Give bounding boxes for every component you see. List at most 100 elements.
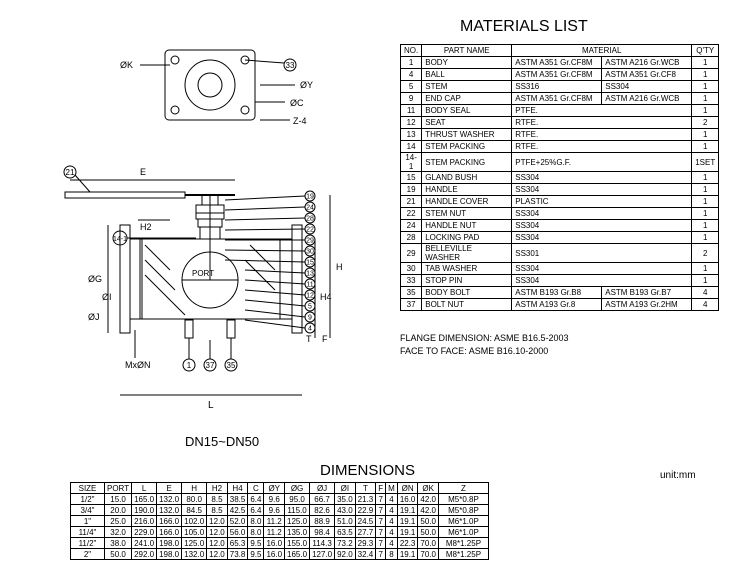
table-row: 11/2"38.0241.0198.0125.012.065.39.516.01… — [71, 538, 489, 549]
balloon-5: 5 — [308, 304, 312, 311]
dim-cell: 292.0 — [132, 549, 157, 560]
dim-cell: 84.5 — [182, 505, 207, 516]
flange-note-1: FLANGE DIMENSION: ASME B16.5-2003 — [400, 332, 569, 345]
cell-part: HANDLE — [422, 184, 512, 196]
dim-col-16: ØK — [418, 483, 439, 494]
dim-cell: 127.0 — [310, 549, 335, 560]
cell-no: 1 — [401, 57, 422, 69]
label-h4: H4 — [320, 292, 332, 302]
cell-part: STOP PIN — [422, 275, 512, 287]
dim-cell: 114.3 — [310, 538, 335, 549]
dim-cell: 16.0 — [397, 494, 418, 505]
dim-cell: 16.0 — [264, 538, 285, 549]
dim-cell: 95.0 — [285, 494, 310, 505]
dim-cell: M5*0.8P — [438, 505, 488, 516]
dim-cell: 115.0 — [285, 505, 310, 516]
dim-cell: 165.0 — [285, 549, 310, 560]
label-mxon: MxØN — [125, 360, 151, 370]
dim-cell: 63.5 — [335, 527, 356, 538]
cell-mat2: ASTM A351 Gr.CF8 — [602, 69, 692, 81]
cell-qty: 1 — [692, 172, 719, 184]
dim-cell: 4 — [386, 527, 398, 538]
cell-qty: 1 — [692, 81, 719, 93]
cell-mat1: SS304 — [512, 232, 692, 244]
dim-cell: 102.0 — [182, 516, 207, 527]
table-row: 37BOLT NUTASTM A193 Gr.8ASTM A193 Gr.2HM… — [401, 299, 719, 311]
dim-cell: 8 — [386, 549, 398, 560]
cell-part: BALL — [422, 69, 512, 81]
dim-cell: 22.9 — [355, 505, 376, 516]
cell-no: 28 — [401, 232, 422, 244]
cell-part: BELLEVILLE WASHER — [422, 244, 512, 263]
balloon-35: 35 — [227, 361, 236, 370]
dim-cell: 7 — [376, 516, 386, 527]
dim-cell: 12.0 — [207, 549, 228, 560]
dim-cell: 132.0 — [157, 505, 182, 516]
table-row: 1/2"15.0165.0132.080.08.538.56.49.695.06… — [71, 494, 489, 505]
dim-col-1: PORT — [105, 483, 132, 494]
cell-no: 15 — [401, 172, 422, 184]
dim-cell: M5*0.8P — [438, 494, 488, 505]
label-og: ØG — [88, 274, 102, 284]
balloon-22: 22 — [306, 227, 314, 234]
cell-qty: 2 — [692, 117, 719, 129]
label-ok: ØK — [120, 60, 133, 70]
label-f: F — [322, 334, 328, 344]
cell-part: HANDLE COVER — [422, 196, 512, 208]
dim-cell: 32.4 — [355, 549, 376, 560]
cell-no: 4 — [401, 69, 422, 81]
cell-qty: 1 — [692, 57, 719, 69]
label-oy: ØY — [300, 80, 313, 90]
dim-cell: 38.5 — [227, 494, 248, 505]
cell-mat1: PTFE. — [512, 105, 692, 117]
col-part: PART NAME — [422, 45, 512, 57]
dim-cell: 56.0 — [227, 527, 248, 538]
cell-no: 35 — [401, 287, 422, 299]
dim-cell: 8.0 — [248, 527, 264, 538]
dim-cell: 50.0 — [418, 516, 439, 527]
dim-cell: 4 — [386, 494, 398, 505]
cell-part: BOLT NUT — [422, 299, 512, 311]
cell-mat1: PLASTIC — [512, 196, 692, 208]
cell-qty: 1 — [692, 196, 719, 208]
table-row: 1BODYASTM A351 Gr.CF8MASTM A216 Gr.WCB1 — [401, 57, 719, 69]
table-row: 14STEM PACKINGRTFE.1 — [401, 141, 719, 153]
dim-cell: 92.0 — [335, 549, 356, 560]
dim-cell: 98.4 — [310, 527, 335, 538]
table-row: 15GLAND BUSHSS3041 — [401, 172, 719, 184]
balloon-29: 29 — [306, 238, 314, 245]
cell-no: 30 — [401, 263, 422, 275]
dim-col-0: SIZE — [71, 483, 105, 494]
dim-cell: 73.8 — [227, 549, 248, 560]
dim-cell: 12.0 — [207, 538, 228, 549]
cell-qty: 1 — [692, 263, 719, 275]
cell-part: END CAP — [422, 93, 512, 105]
dim-col-8: ØY — [264, 483, 285, 494]
dim-cell: 3/4" — [71, 505, 105, 516]
dim-cell: 20.0 — [105, 505, 132, 516]
dim-cell: 19.1 — [397, 505, 418, 516]
cell-part: STEM NUT — [422, 208, 512, 220]
cell-part: BODY SEAL — [422, 105, 512, 117]
table-row: 30TAB WASHERSS3041 — [401, 263, 719, 275]
valve-drawing-svg: ØK ØY ØC Z-4 33 E 21 PORT — [10, 20, 390, 430]
cell-mat1: ASTM A193 Gr.8 — [512, 299, 602, 311]
cell-no: 21 — [401, 196, 422, 208]
table-row: 2"50.0292.0198.0132.012.073.89.516.0165.… — [71, 549, 489, 560]
dim-cell: 19.1 — [397, 516, 418, 527]
cell-mat1: ASTM A351 Gr.CF8M — [512, 93, 602, 105]
materials-table: NO. PART NAME MATERIAL Q'TY 1BODYASTM A3… — [400, 44, 719, 311]
cell-no: 33 — [401, 275, 422, 287]
dim-cell: 190.0 — [132, 505, 157, 516]
dim-cell: 38.0 — [105, 538, 132, 549]
dim-cell: M6*1.0P — [438, 527, 488, 538]
col-no: NO. — [401, 45, 422, 57]
dim-cell: M8*1.25P — [438, 549, 488, 560]
table-row: 12SEATRTFE.2 — [401, 117, 719, 129]
dim-cell: 73.2 — [335, 538, 356, 549]
dim-cell: 21.3 — [355, 494, 376, 505]
dim-cell: 166.0 — [157, 527, 182, 538]
dim-cell: 8.5 — [207, 494, 228, 505]
dim-cell: 65.3 — [227, 538, 248, 549]
cell-no: 5 — [401, 81, 422, 93]
